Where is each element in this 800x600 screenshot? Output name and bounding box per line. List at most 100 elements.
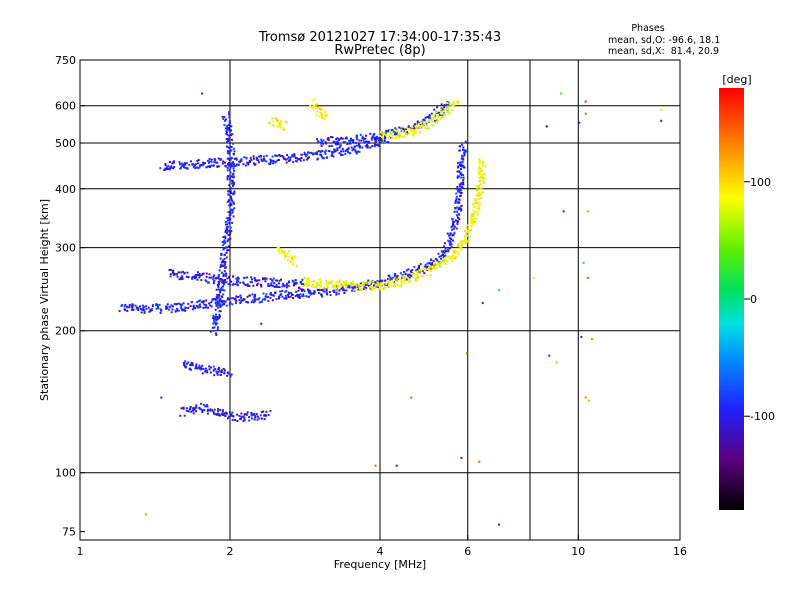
trace-point xyxy=(254,414,257,417)
trace-point xyxy=(135,307,138,310)
trace-point xyxy=(189,305,192,308)
trace-point xyxy=(404,273,407,275)
trace-point xyxy=(253,162,255,165)
trace-point xyxy=(227,417,229,420)
trace-point xyxy=(308,151,311,154)
trace-point xyxy=(278,125,280,128)
trace-point xyxy=(446,102,449,105)
trace-point xyxy=(258,417,261,420)
trace-point xyxy=(480,179,482,182)
trace-point xyxy=(403,281,406,284)
trace-point xyxy=(226,150,229,153)
trace-point xyxy=(180,407,183,410)
trace-point xyxy=(431,124,434,127)
trace-point xyxy=(456,175,459,178)
trace-point xyxy=(324,115,327,118)
trace-point xyxy=(354,150,357,153)
trace-point xyxy=(201,409,204,411)
trace-point xyxy=(271,155,274,158)
trace-point xyxy=(461,160,464,163)
trace-point xyxy=(407,126,409,129)
trace-point xyxy=(224,119,226,122)
trace-point xyxy=(443,106,446,109)
trace-point xyxy=(376,285,379,288)
trace-point xyxy=(263,414,266,416)
trace-point xyxy=(446,256,449,259)
trace-point xyxy=(229,171,232,174)
trace-point xyxy=(271,299,274,302)
trace-point xyxy=(325,279,328,282)
trace-point xyxy=(213,321,216,324)
trace-point xyxy=(274,161,277,164)
trace-point xyxy=(243,282,246,285)
trace-point xyxy=(438,255,441,258)
trace-point xyxy=(415,130,418,133)
trace-point xyxy=(226,176,229,179)
trace-point xyxy=(316,138,318,141)
trace-point xyxy=(320,281,322,284)
trace-point xyxy=(338,146,341,149)
trace-point xyxy=(447,250,450,253)
trace-point xyxy=(411,125,414,128)
trace-point xyxy=(207,281,210,284)
trace-point xyxy=(184,309,187,312)
trace-point xyxy=(206,369,208,372)
trace-point xyxy=(459,189,462,192)
trace-point xyxy=(322,142,325,145)
trace-point xyxy=(218,282,221,285)
trace-point xyxy=(462,176,465,179)
trace-point xyxy=(478,209,481,211)
trace-point xyxy=(416,271,419,274)
trace-point xyxy=(403,276,406,279)
trace-point xyxy=(193,275,196,278)
trace-point xyxy=(338,285,341,288)
trace-point xyxy=(259,414,262,417)
trace-point xyxy=(301,289,303,292)
trace-point xyxy=(205,304,207,306)
trace-point xyxy=(130,305,133,308)
trace-point xyxy=(233,157,236,160)
trace-point xyxy=(423,122,426,125)
trace-point xyxy=(217,288,220,291)
trace-point xyxy=(356,286,359,289)
trace-point xyxy=(185,275,188,278)
trace-point xyxy=(426,268,429,271)
trace-point xyxy=(478,193,481,196)
trace-point xyxy=(229,190,232,192)
trace-point xyxy=(441,253,444,256)
trace-point xyxy=(258,297,261,300)
trace-point xyxy=(354,283,357,286)
trace-point xyxy=(422,124,425,127)
trace-point xyxy=(228,116,231,119)
trace-point xyxy=(324,151,326,154)
trace-point xyxy=(215,303,218,306)
trace-point xyxy=(287,284,290,287)
trace-point xyxy=(463,152,466,155)
trace-point xyxy=(215,277,217,280)
x-tick-label: 1 xyxy=(77,545,84,558)
trace-point xyxy=(368,141,370,144)
trace-point xyxy=(319,108,322,111)
trace-point xyxy=(267,285,270,287)
trace-point xyxy=(243,298,246,301)
trace-point xyxy=(172,272,175,275)
trace-point xyxy=(405,130,408,133)
trace-point xyxy=(225,304,228,307)
trace-point xyxy=(195,305,198,307)
trace-point xyxy=(445,110,448,113)
trace-point xyxy=(349,139,352,142)
trace-point xyxy=(277,248,280,251)
trace-point xyxy=(326,138,329,141)
trace-point xyxy=(308,278,310,281)
trace-point xyxy=(451,104,454,107)
trace-point xyxy=(213,408,216,411)
trace-point xyxy=(176,307,179,310)
trace-point xyxy=(359,146,361,149)
trace-point xyxy=(356,287,358,290)
trace-point xyxy=(329,294,332,297)
trace-point xyxy=(481,186,484,189)
trace-point xyxy=(463,154,466,157)
trace-point xyxy=(214,323,217,326)
trace-point xyxy=(222,160,225,163)
